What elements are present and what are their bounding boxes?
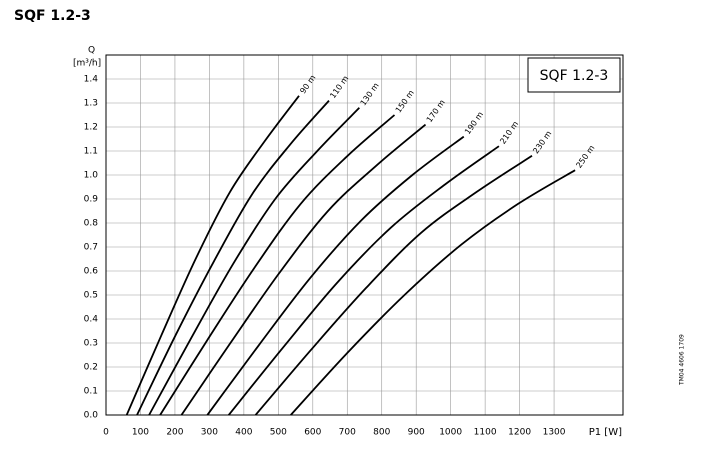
x-tick-label: 100 bbox=[132, 428, 149, 438]
curve-label: 130 m bbox=[359, 81, 381, 107]
curve-label: 210 m bbox=[498, 119, 520, 145]
x-tick-label: 400 bbox=[235, 428, 252, 438]
y-tick-label: 0.4 bbox=[84, 315, 99, 325]
y-tick-label: 0.2 bbox=[84, 363, 98, 373]
curve-label: 150 m bbox=[394, 88, 416, 114]
curve-label: 250 m bbox=[574, 143, 596, 169]
curve bbox=[206, 135, 465, 416]
y-tick-label: 0.0 bbox=[84, 411, 99, 421]
y-tick-label: 0.7 bbox=[84, 243, 98, 253]
x-tick-label: 500 bbox=[270, 428, 287, 438]
curve bbox=[159, 114, 396, 416]
x-tick-label: 200 bbox=[166, 428, 183, 438]
curve-label: 190 m bbox=[463, 110, 485, 136]
y-axis-label: Q bbox=[88, 46, 95, 56]
curve bbox=[254, 155, 533, 416]
x-axis-label: P1 [W] bbox=[589, 427, 622, 438]
y-axis-label: [m³/h] bbox=[73, 59, 101, 69]
curve bbox=[228, 145, 500, 416]
x-tick-label: 700 bbox=[339, 428, 356, 438]
x-tick-label: 800 bbox=[373, 428, 390, 438]
curve bbox=[125, 95, 300, 416]
y-tick-label: 0.6 bbox=[84, 267, 99, 277]
x-tick-label: 600 bbox=[304, 428, 321, 438]
curve bbox=[290, 169, 576, 416]
y-tick-label: 0.3 bbox=[84, 339, 98, 349]
y-tick-label: 1.4 bbox=[84, 75, 99, 85]
x-tick-label: 1100 bbox=[474, 428, 497, 438]
y-tick-label: 1.3 bbox=[84, 99, 98, 109]
x-tick-label: 1200 bbox=[508, 428, 531, 438]
y-tick-label: 0.5 bbox=[84, 291, 98, 301]
x-tick-label: 1000 bbox=[439, 428, 462, 438]
curve bbox=[180, 123, 427, 416]
curve bbox=[148, 107, 360, 416]
x-tick-label: 300 bbox=[201, 428, 218, 438]
curve-label: 230 m bbox=[531, 129, 553, 155]
y-tick-label: 1.0 bbox=[84, 171, 99, 181]
chart-title: SQF 1.2-3 bbox=[540, 68, 609, 84]
curve-label: 170 m bbox=[425, 98, 447, 124]
y-tick-label: 0.1 bbox=[84, 387, 98, 397]
side-note: TM04 4606 1709 bbox=[679, 334, 686, 386]
y-tick-label: 0.8 bbox=[84, 219, 99, 229]
y-tick-label: 1.1 bbox=[84, 147, 98, 157]
plot-frame bbox=[105, 54, 624, 416]
x-tick-label: 900 bbox=[408, 428, 425, 438]
title-box bbox=[527, 57, 621, 93]
curve-label: 90 m bbox=[298, 73, 317, 95]
x-tick-label: 1300 bbox=[543, 428, 566, 438]
y-tick-label: 0.9 bbox=[84, 195, 99, 205]
curve bbox=[136, 100, 330, 416]
y-tick-label: 1.2 bbox=[84, 123, 98, 133]
x-tick-label: 0 bbox=[103, 428, 109, 438]
page-heading: SQF 1.2-3 bbox=[14, 8, 91, 24]
